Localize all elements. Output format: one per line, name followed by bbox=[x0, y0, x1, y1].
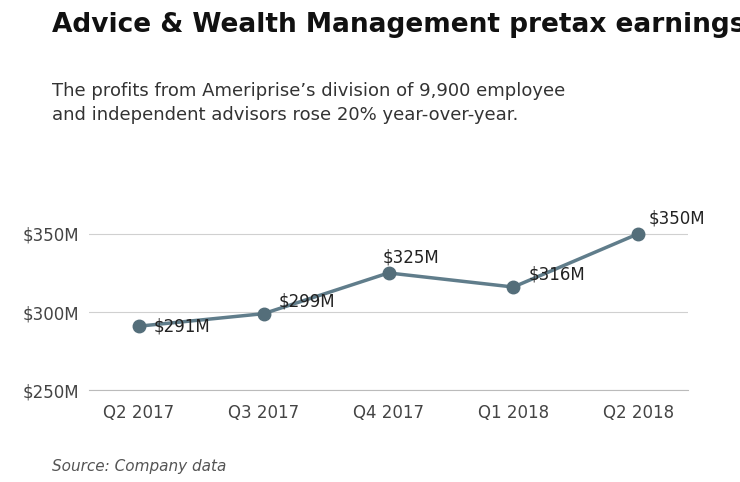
Point bbox=[258, 310, 269, 318]
Text: $291M: $291M bbox=[154, 318, 210, 335]
Text: Advice & Wealth Management pretax earnings: Advice & Wealth Management pretax earnin… bbox=[52, 12, 740, 38]
Text: $325M: $325M bbox=[383, 249, 439, 267]
Text: $299M: $299M bbox=[279, 293, 335, 310]
Point bbox=[508, 283, 519, 291]
Point bbox=[383, 269, 394, 277]
Point bbox=[632, 230, 644, 238]
Text: The profits from Ameriprise’s division of 9,900 employee
and independent advisor: The profits from Ameriprise’s division o… bbox=[52, 82, 565, 124]
Point bbox=[133, 322, 145, 330]
Text: $316M: $316M bbox=[528, 266, 585, 284]
Text: $350M: $350M bbox=[648, 210, 705, 228]
Text: Source: Company data: Source: Company data bbox=[52, 459, 226, 474]
